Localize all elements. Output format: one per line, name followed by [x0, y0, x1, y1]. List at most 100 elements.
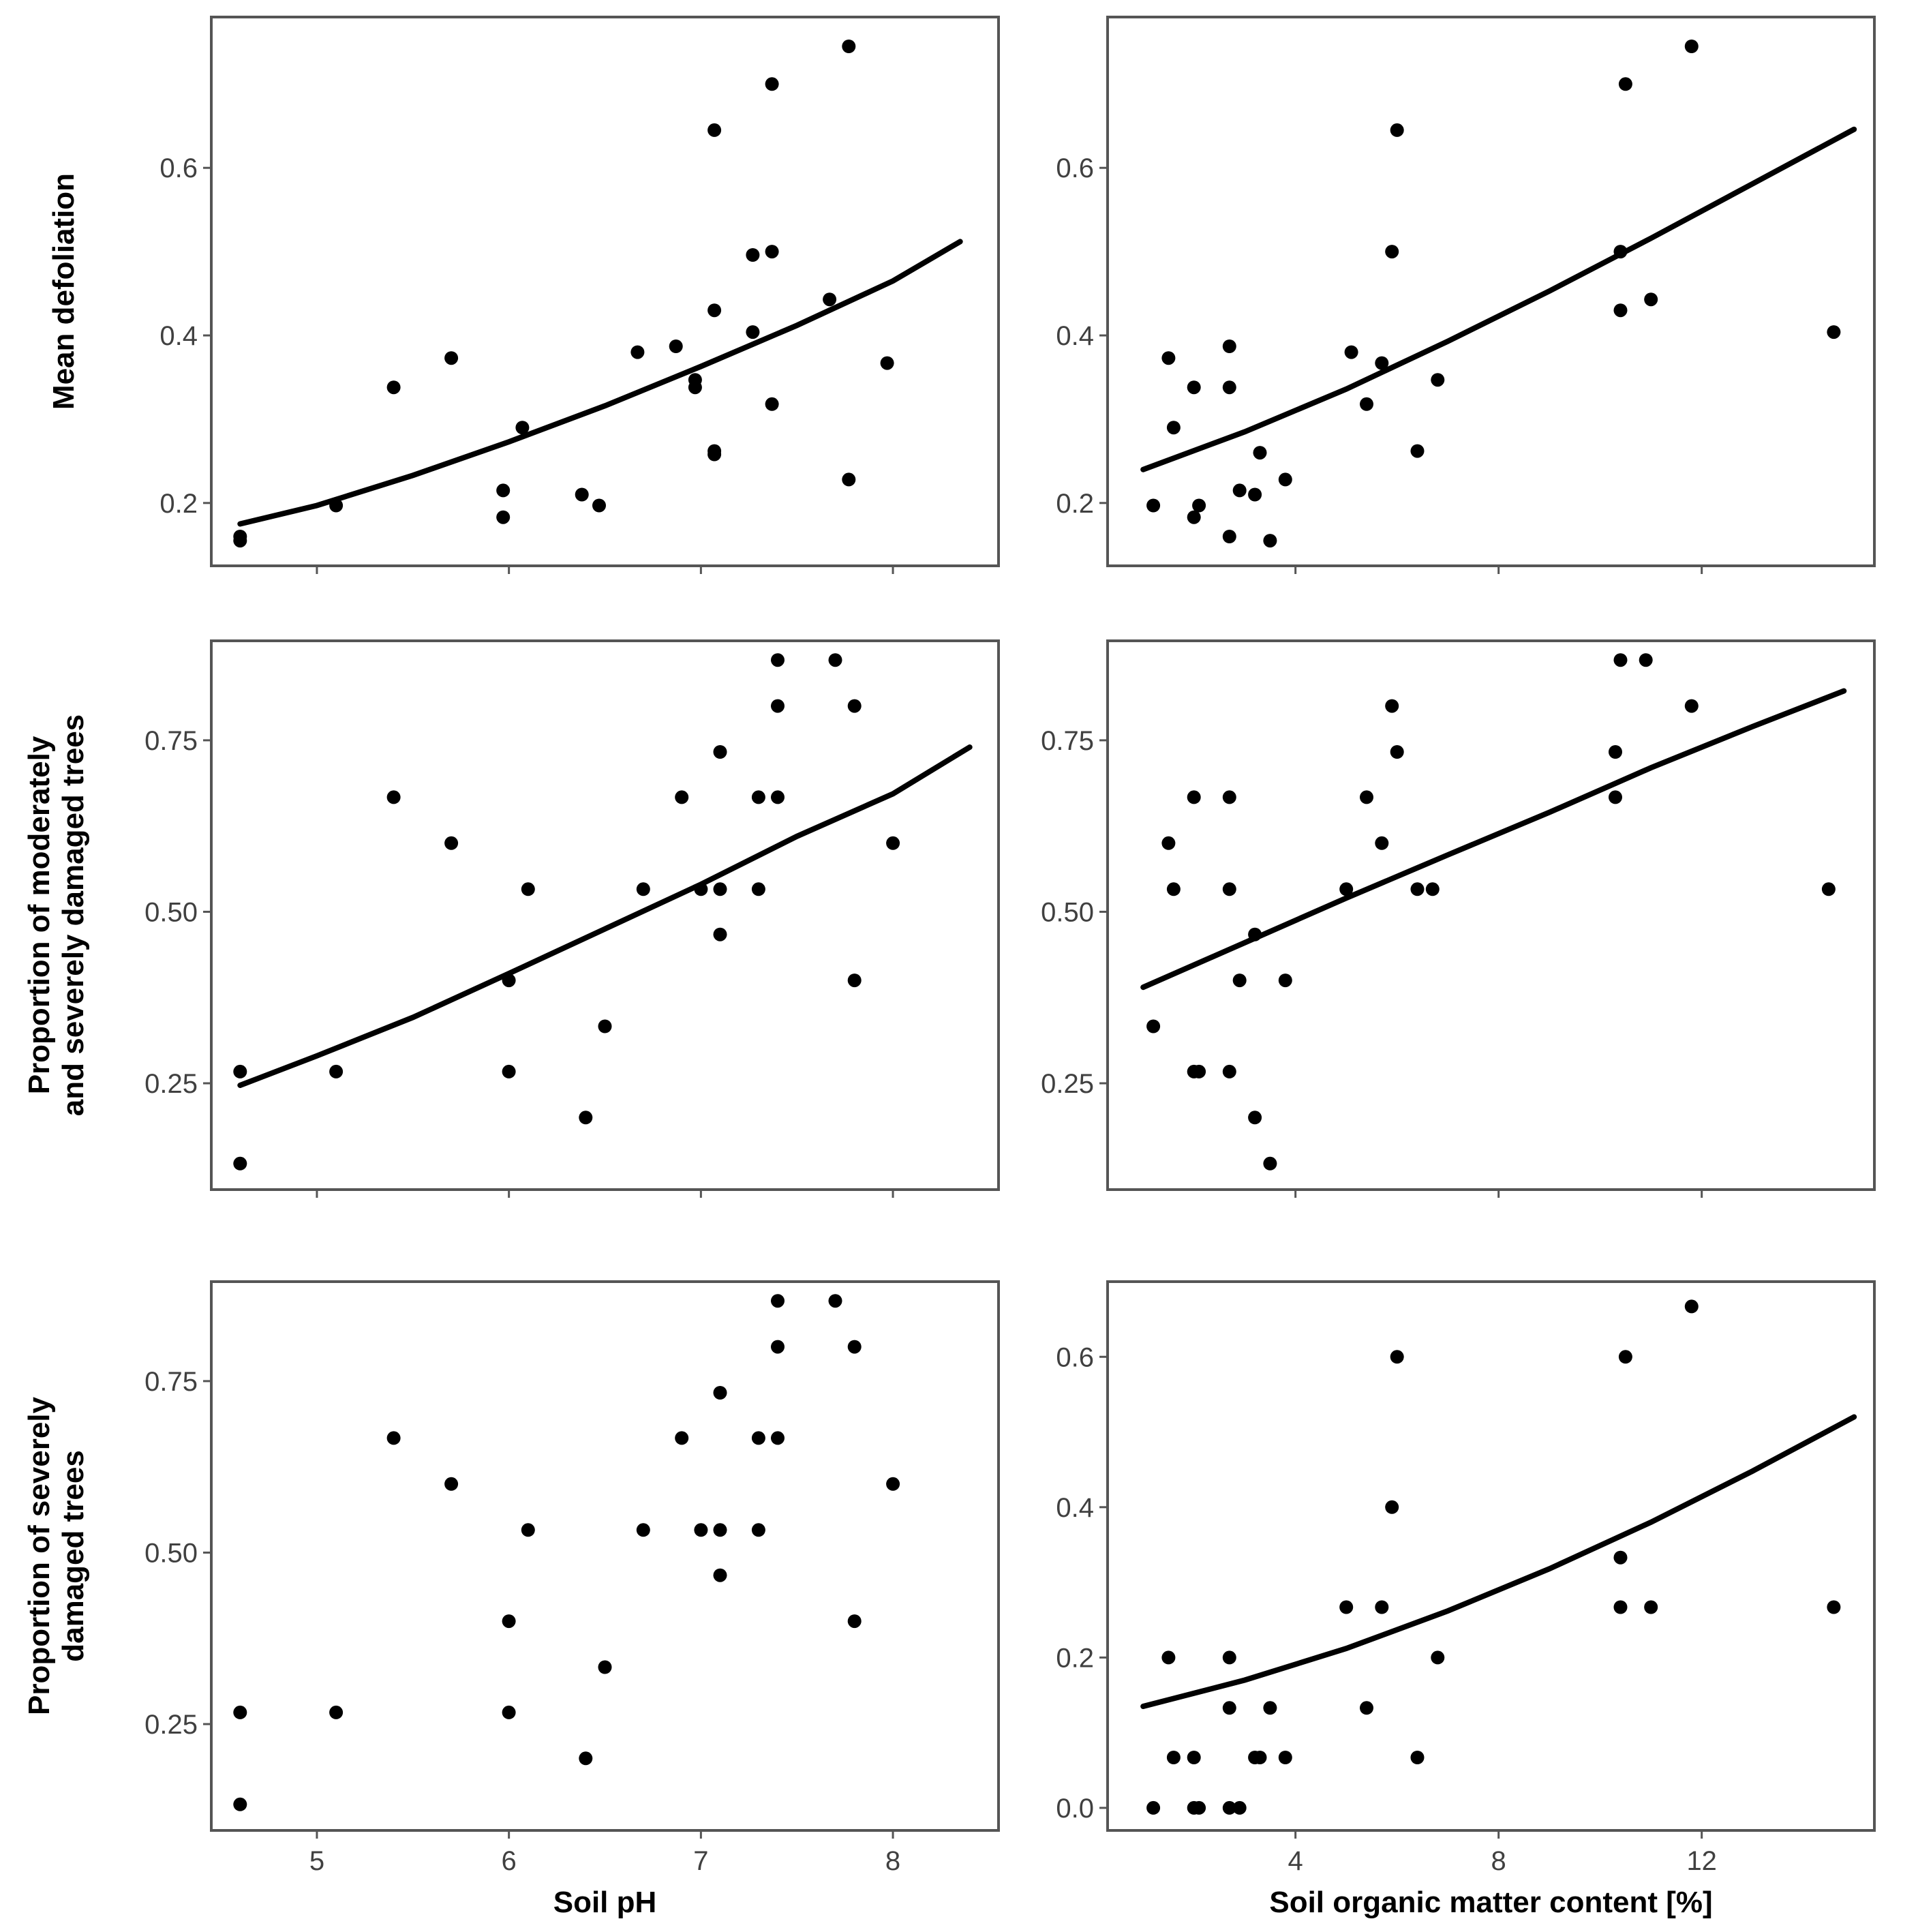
data-point [746, 325, 760, 339]
data-point [1639, 653, 1653, 667]
data-point [502, 1064, 516, 1078]
data-point [713, 745, 727, 759]
data-point [1278, 472, 1292, 487]
data-point [1431, 1650, 1445, 1665]
data-point [1166, 421, 1181, 435]
fitted-curve [1140, 688, 1847, 991]
data-point [771, 1431, 785, 1445]
data-point [765, 77, 779, 91]
data-point [1613, 653, 1628, 667]
data-point [630, 345, 645, 359]
data-point [669, 339, 683, 353]
y-tick-label: 0.2 [159, 489, 198, 519]
data-point [1192, 1064, 1206, 1078]
data-point [1146, 1019, 1161, 1033]
data-point [847, 973, 862, 988]
data-point [1431, 373, 1445, 387]
data-point [842, 472, 856, 487]
data-point [847, 699, 862, 713]
data-point [751, 790, 765, 804]
data-point [823, 292, 837, 307]
y-tick-label: 0.2 [1056, 489, 1094, 519]
data-point [828, 1294, 842, 1308]
data-point [502, 1614, 516, 1629]
data-point [1390, 1350, 1404, 1364]
data-point [1253, 446, 1267, 460]
data-point [880, 356, 894, 370]
data-point [675, 1431, 689, 1445]
data-point [713, 1386, 727, 1400]
data-point [1187, 790, 1201, 804]
x-tick-label: 12 [1686, 1846, 1717, 1876]
y-tick-label: 0.75 [1041, 726, 1094, 756]
data-point [1385, 1500, 1399, 1514]
data-point [1161, 1650, 1176, 1665]
data-point [1166, 1751, 1181, 1764]
data-point [575, 487, 589, 502]
data-point [688, 380, 702, 395]
data-point [1161, 351, 1176, 365]
data-point [847, 1340, 862, 1354]
data-point [329, 498, 344, 513]
y-axis-title: Proportion of severely [22, 1396, 56, 1715]
data-point [713, 882, 727, 896]
row-labels: Mean defoliation Proportion of moderately… [22, 173, 90, 1715]
panels: 0.20.40.60.20.40.60.250.500.750.250.500.… [144, 16, 1876, 1876]
data-point [1360, 1701, 1373, 1715]
fitted-curve [1140, 126, 1857, 472]
data-point [1609, 745, 1622, 759]
data-point [1248, 927, 1262, 941]
data-point [1253, 1751, 1267, 1764]
data-point [707, 123, 722, 137]
y-tick-label: 0.25 [144, 1069, 198, 1099]
data-point [886, 1477, 900, 1491]
data-point [386, 790, 401, 804]
data-point [694, 1523, 708, 1537]
plot-frame [210, 1280, 1000, 1832]
data-point [1684, 1299, 1699, 1314]
data-point [1222, 1064, 1236, 1078]
fitted-curve [237, 744, 973, 1088]
data-point [1222, 380, 1236, 395]
y-tick-label: 0.75 [144, 1367, 198, 1397]
x-tick-label: 8 [885, 1846, 900, 1876]
data-point [707, 447, 722, 462]
data-point [386, 380, 401, 395]
plot-frame [1106, 639, 1876, 1191]
data-point [1827, 1600, 1841, 1614]
data-point [751, 882, 765, 896]
data-point [1222, 339, 1236, 353]
data-point [579, 1751, 593, 1766]
data-point [1263, 534, 1277, 548]
panel-ph-defoliation: 0.2 0.4 0.6 [159, 16, 1000, 574]
data-point [842, 40, 856, 53]
data-point [1344, 345, 1358, 359]
data-point [713, 927, 727, 941]
data-point [1222, 790, 1236, 804]
plot-frame [210, 16, 1000, 567]
data-point [771, 699, 785, 713]
y-tick-label: 0.25 [1041, 1069, 1094, 1099]
data-point [1222, 1701, 1236, 1715]
panel-som-severe: 0.0 0.2 0.4 0.6 4 8 12 [1056, 1280, 1876, 1876]
data-point [1263, 1156, 1277, 1171]
plot-frame [1106, 16, 1876, 567]
data-point [707, 303, 722, 318]
data-point [1425, 882, 1440, 896]
plot-frame [210, 639, 1000, 1191]
y-tick-label: 0.4 [159, 321, 198, 351]
data-point [444, 836, 459, 850]
data-point [1684, 699, 1699, 713]
data-point [1248, 1111, 1262, 1125]
data-point [1684, 40, 1699, 53]
x-tick-label: 7 [693, 1846, 708, 1876]
data-point [636, 882, 650, 896]
data-point [675, 790, 689, 804]
fitted-curve [237, 239, 963, 527]
data-point [1410, 1751, 1425, 1764]
y-tick-label: 0.2 [1056, 1643, 1094, 1673]
data-point [592, 498, 606, 513]
y-tick-label: 0.25 [144, 1710, 198, 1740]
data-point [1278, 973, 1292, 988]
data-point [1222, 530, 1236, 543]
